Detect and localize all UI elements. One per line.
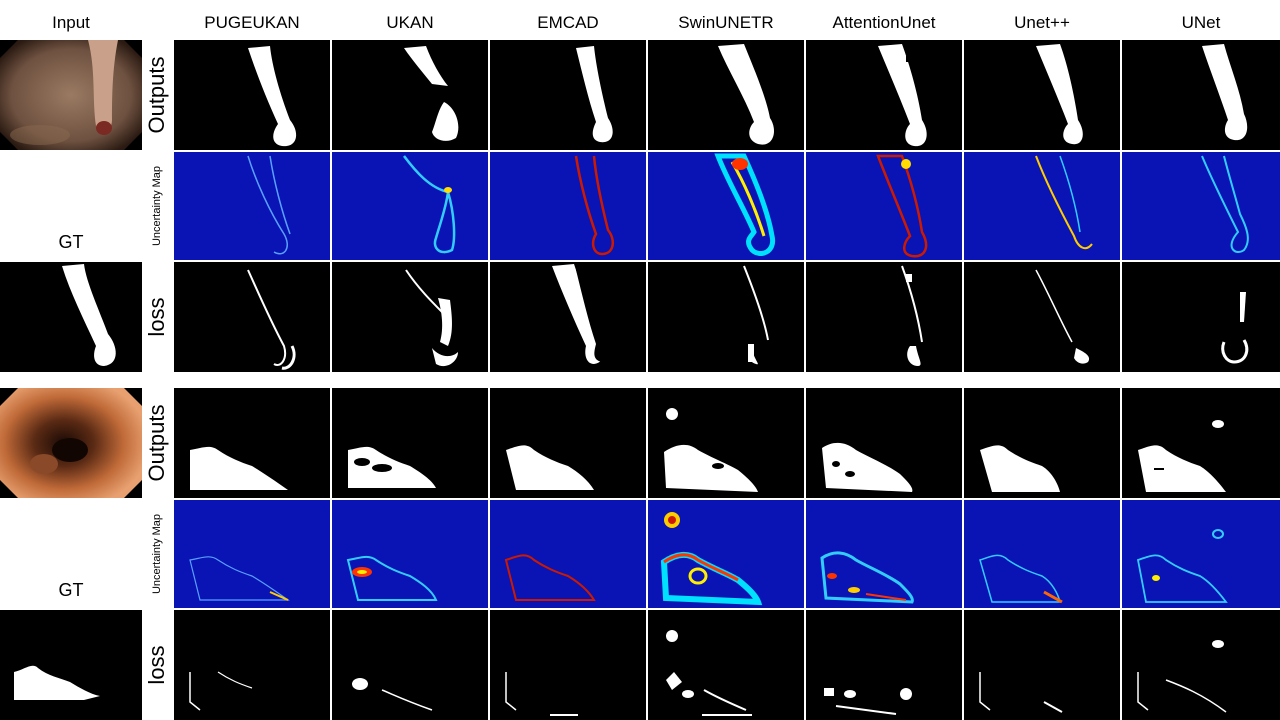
output-unetpp-1: [964, 40, 1120, 150]
header-ukan: UKAN: [386, 13, 434, 32]
output-swinunetr-2: [648, 388, 804, 498]
uncertainty-attentionunet-1: [806, 152, 962, 260]
output-unet-1: [1122, 40, 1280, 150]
output-ukan-1: [332, 40, 488, 150]
uncertainty-emcad-2: [490, 500, 646, 608]
input-image-2: [0, 388, 142, 498]
loss-ukan-2: [332, 610, 488, 720]
uncertainty-swinunetr-1: [648, 152, 804, 260]
header-input: Input: [52, 13, 90, 32]
uncertainty-unet-1: [1122, 152, 1280, 260]
uncertainty-unetpp-2: [964, 500, 1120, 608]
row-label-uncertainty-1: Uncertainty Map: [142, 152, 172, 260]
output-unetpp-2: [964, 388, 1120, 498]
header-unetpp: Unet++: [1014, 13, 1070, 32]
output-ukan-2: [332, 388, 488, 498]
output-pugeukan-1: [174, 40, 330, 150]
uncertainty-ukan-1: [332, 152, 488, 260]
uncertainty-unetpp-1: [964, 152, 1120, 260]
input-image-1: [0, 40, 142, 150]
header-attentionunet: AttentionUnet: [832, 13, 936, 32]
loss-attentionunet-1: [806, 262, 962, 372]
uncertainty-unet-2: [1122, 500, 1280, 608]
loss-unetpp-1: [964, 262, 1120, 372]
loss-pugeukan-2: [174, 610, 330, 720]
uncertainty-pugeukan-2: [174, 500, 330, 608]
loss-emcad-2: [490, 610, 646, 720]
output-emcad-1: [490, 40, 646, 150]
uncertainty-pugeukan-1: [174, 152, 330, 260]
output-unet-2: [1122, 388, 1280, 498]
loss-swinunetr-1: [648, 262, 804, 372]
header-unet: UNet: [1181, 13, 1221, 32]
loss-unet-2: [1122, 610, 1280, 720]
header-swinunetr: SwinUNETR: [678, 13, 774, 32]
loss-attentionunet-2: [806, 610, 962, 720]
uncertainty-ukan-2: [332, 500, 488, 608]
loss-unetpp-2: [964, 610, 1120, 720]
row-label-outputs-2: Outputs: [142, 388, 172, 498]
header-pugeukan: PUGEUKAN: [204, 13, 300, 32]
uncertainty-swinunetr-2: [648, 500, 804, 608]
row-label-uncertainty-2: Uncertainty Map: [142, 500, 172, 608]
output-pugeukan-2: [174, 388, 330, 498]
loss-ukan-1: [332, 262, 488, 372]
loss-emcad-1: [490, 262, 646, 372]
gt-label-cell-1: GT: [0, 152, 142, 260]
row-label-loss-2: loss: [142, 610, 172, 720]
loss-unet-1: [1122, 262, 1280, 372]
uncertainty-emcad-1: [490, 152, 646, 260]
gt-label-1: GT: [58, 232, 84, 252]
output-attentionunet-1: [806, 40, 962, 150]
output-swinunetr-1: [648, 40, 804, 150]
output-attentionunet-2: [806, 388, 962, 498]
gt-label-cell-2: GT: [0, 500, 142, 608]
row-label-outputs-1: Outputs: [142, 40, 172, 150]
row-label-loss-1: loss: [142, 262, 172, 372]
output-emcad-2: [490, 388, 646, 498]
gt-mask-2: [0, 610, 142, 720]
gt-mask-1: [0, 262, 142, 372]
uncertainty-attentionunet-2: [806, 500, 962, 608]
gt-label-2: GT: [58, 580, 84, 600]
loss-swinunetr-2: [648, 610, 804, 720]
loss-pugeukan-1: [174, 262, 330, 372]
header-emcad: EMCAD: [537, 13, 599, 32]
